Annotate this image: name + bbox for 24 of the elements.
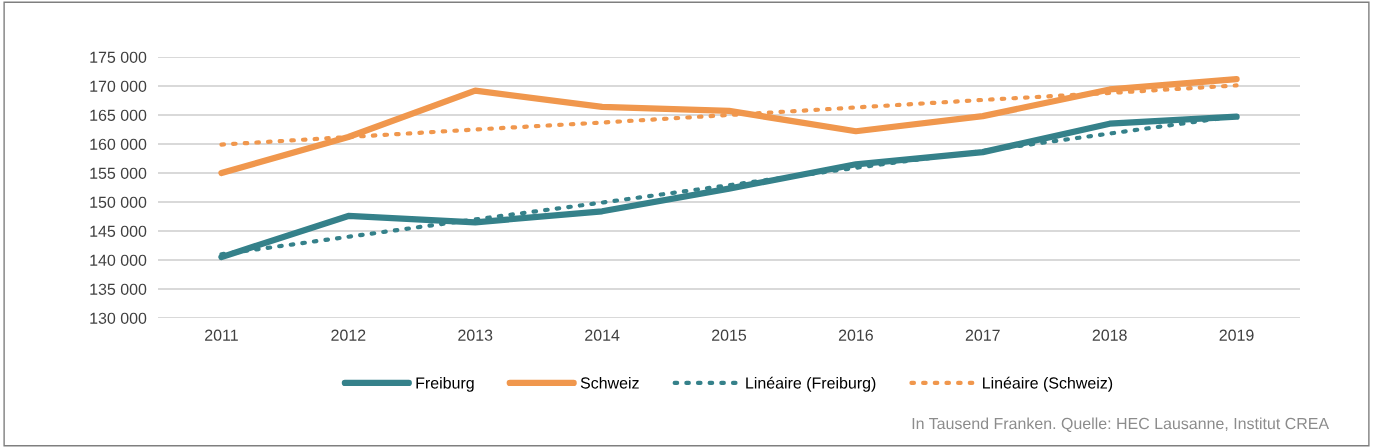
y-tick-label: 140 000: [90, 254, 147, 266]
y-tick-label: 130 000: [90, 312, 147, 324]
y-tick-label: 160 000: [90, 138, 147, 150]
y-tick-label: 175 000: [90, 51, 147, 63]
x-tick-label: 2015: [712, 329, 747, 341]
x-tick-label: 2014: [585, 329, 620, 341]
y-tick-label: 155 000: [90, 167, 147, 179]
y-tick-label: 150 000: [90, 196, 147, 208]
x-tick-label: 2011: [205, 329, 238, 341]
legend-label: Schweiz: [580, 376, 639, 389]
text: In Tausend Franken. Quelle: HEC Lausanne, Institut CREA: [912, 417, 1330, 433]
x-tick-label: 2016: [838, 329, 873, 341]
x-tick-label: 2012: [331, 329, 366, 341]
x-tick-label: 2018: [1092, 329, 1127, 341]
legend-label: Linéaire (Freiburg): [746, 376, 876, 392]
y-tick-label: 170 000: [90, 80, 147, 92]
y-tick-label: 135 000: [90, 283, 147, 295]
x-tick-label: 2019: [1219, 329, 1254, 341]
x-tick-label: 2017: [965, 329, 1000, 341]
legend-label: Freiburg: [416, 376, 474, 392]
x-tick-label: 2013: [458, 329, 493, 341]
legend-label: Linéaire (Schweiz): [983, 376, 1113, 392]
y-tick-label: 165 000: [90, 109, 147, 121]
y-tick-label: 145 000: [90, 225, 147, 237]
